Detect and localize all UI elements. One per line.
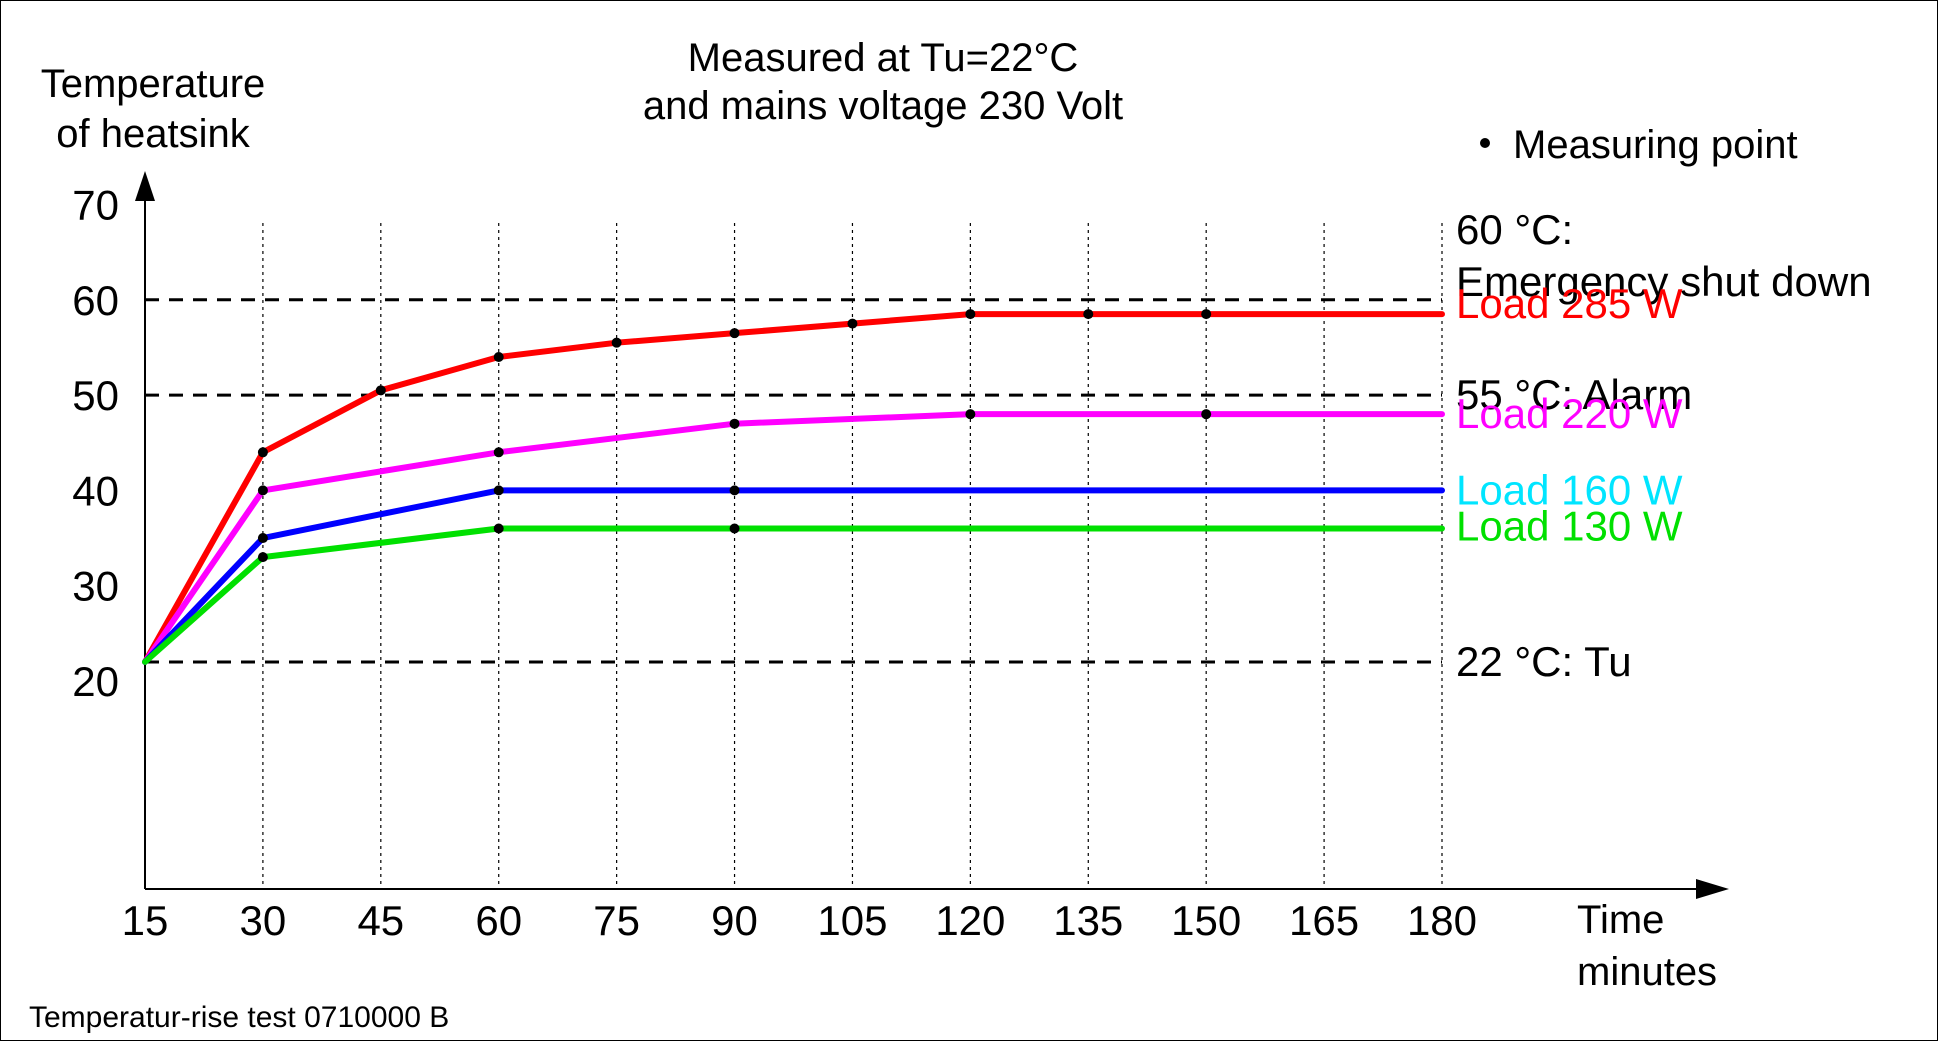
series-label: Load 285 W (1456, 280, 1683, 327)
chart-title-line-2: and mains voltage 230 Volt (643, 84, 1123, 128)
measuring-point-marker (611, 337, 622, 348)
measuring-point-marker (257, 485, 268, 496)
series-label: Load 220 W (1456, 390, 1683, 437)
series-label: Load 160 W (1456, 466, 1683, 513)
measuring-point-legend-icon (1480, 138, 1490, 148)
measuring-point-marker (847, 318, 858, 329)
series-line (142, 411, 1445, 665)
measuring-point-marker (375, 385, 386, 396)
x-axis-label-line-1: Time (1577, 898, 1664, 942)
grid-layer (145, 223, 1443, 889)
measuring-point-marker (257, 552, 268, 563)
y-axis-label-line-1: Temperature (41, 62, 266, 106)
measuring-point-marker (965, 309, 976, 320)
x-tick-label: 105 (817, 897, 887, 944)
measuring-point-marker (493, 485, 504, 496)
x-tick-label: 30 (240, 897, 287, 944)
x-axis-arrow-icon (1696, 879, 1729, 899)
y-axis-label-line-2: of heatsink (56, 112, 250, 156)
x-tick-label: 165 (1289, 897, 1359, 944)
series-line (142, 525, 1445, 665)
x-tick-label: 150 (1171, 897, 1241, 944)
x-tick-label: 135 (1053, 897, 1123, 944)
series-label: Load 130 W (1456, 503, 1683, 550)
measuring-point-legend-label: Measuring point (1513, 123, 1798, 167)
measuring-point-marker (257, 533, 268, 544)
reference-line-label: Emergency shut down (1456, 258, 1872, 305)
chart-title-line-1: Measured at Tu=22°C (688, 36, 1079, 80)
measuring-point-marker (729, 418, 740, 429)
measuring-point-marker (729, 523, 740, 534)
x-tick-label: 75 (593, 897, 640, 944)
series-line (142, 487, 1445, 665)
measuring-point-marker (965, 409, 976, 420)
x-tick-label: 180 (1407, 897, 1477, 944)
x-tick-label: 45 (357, 897, 404, 944)
axes-layer (135, 171, 1729, 899)
series-layer (142, 309, 1445, 665)
measuring-point-marker (1201, 309, 1212, 320)
text-layer: Measured at Tu=22°C and mains voltage 23… (29, 36, 1872, 1034)
measuring-point-marker (729, 485, 740, 496)
y-tick-label: 30 (72, 563, 119, 610)
measuring-point-marker (493, 351, 504, 362)
chart-footer-note: Temperatur-rise test 0710000 B (29, 1001, 449, 1034)
y-tick-label: 50 (72, 372, 119, 419)
y-tick-label: 70 (72, 182, 119, 229)
y-tick-label: 60 (72, 277, 119, 324)
x-tick-label: 15 (122, 897, 169, 944)
measuring-point-marker (1201, 409, 1212, 420)
reference-line-label: 60 °C: (1456, 206, 1573, 253)
x-tick-label: 90 (711, 897, 758, 944)
y-axis-arrow-icon (135, 171, 155, 201)
x-tick-label: 120 (935, 897, 1005, 944)
y-tick-label: 40 (72, 467, 119, 514)
measuring-point-marker (493, 447, 504, 458)
reference-line-label: 22 °C: Tu (1456, 638, 1632, 685)
x-axis-label-line-2: minutes (1577, 950, 1717, 994)
x-tick-label: 60 (475, 897, 522, 944)
measuring-point-marker (257, 447, 268, 458)
y-tick-label: 20 (72, 658, 119, 705)
reference-line-label: 55 °C: Alarm (1456, 371, 1692, 418)
measuring-point-marker (1083, 309, 1094, 320)
measuring-point-marker (729, 328, 740, 339)
measuring-point-marker (493, 523, 504, 534)
